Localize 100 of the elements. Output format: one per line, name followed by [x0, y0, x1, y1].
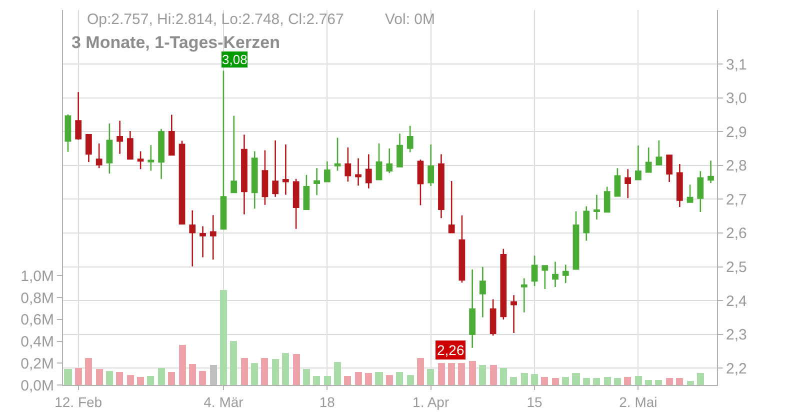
bar: [96, 369, 103, 385]
candlestick: [137, 150, 144, 170]
bar: [303, 369, 310, 385]
candlestick: [365, 154, 372, 190]
bar: [251, 363, 258, 385]
annotation: Vol: 0M: [385, 11, 436, 28]
candlestick: [697, 170, 704, 213]
candlestick: [282, 144, 289, 196]
bar: [624, 377, 631, 385]
candlestick: [490, 298, 496, 336]
bar: [147, 376, 154, 385]
y-tick-label: 2,7: [726, 191, 747, 208]
bar: [417, 358, 424, 385]
candlestick: [624, 168, 632, 199]
y-tick-label: 2,5: [726, 259, 747, 276]
bar: [386, 375, 393, 385]
candlestick: [210, 214, 216, 260]
y-tick-label: 2,6: [726, 225, 747, 242]
bar: [531, 374, 538, 385]
bar: [479, 365, 486, 385]
bar: [324, 376, 331, 385]
bar: [116, 372, 123, 385]
bar: [510, 377, 517, 385]
candlestick: [676, 163, 683, 208]
bar: [282, 353, 289, 385]
candlestick: [355, 158, 362, 186]
y2-tick-label: 0,0M: [20, 377, 54, 394]
annotation: Op:2.757, Hi:2.814, Lo:2.748, Cl:2.767: [87, 11, 344, 28]
bar: [438, 363, 445, 385]
bar: [635, 376, 642, 385]
candlestick: [376, 142, 382, 180]
bar: [355, 372, 362, 385]
candlestick: [417, 159, 424, 206]
annotation: 2,26: [437, 342, 464, 358]
candlestick: [116, 120, 124, 155]
candlestick: [635, 144, 642, 180]
candlestick: [562, 264, 569, 284]
bar: [313, 376, 320, 385]
y-tick-label: 3,1: [726, 56, 747, 74]
candlestick: [614, 167, 621, 197]
candlestick: [75, 91, 82, 140]
y2-tick-label: 0,2M: [20, 355, 54, 372]
y-tick-label: 2,3: [726, 326, 747, 344]
y2-tick-label: 1,0M: [20, 268, 54, 285]
candlestick: [241, 134, 248, 216]
bar: [220, 290, 227, 385]
candlestick: [96, 142, 102, 169]
candlestick: [708, 160, 714, 184]
bar: [521, 373, 528, 385]
bar: [427, 369, 434, 385]
candlestick: [604, 186, 610, 213]
text: 3 Monate, 1-Tages-Kerzen: [72, 32, 280, 52]
y-tick-label: 2,2: [726, 360, 747, 378]
bar: [552, 378, 559, 385]
candlestick: [178, 140, 186, 224]
bar: [490, 365, 497, 385]
candlestick: [334, 137, 341, 172]
candlestick: [148, 144, 154, 172]
bar: [127, 375, 134, 385]
bar: [334, 362, 341, 385]
bar: [676, 378, 683, 385]
candlestick: [126, 130, 134, 160]
bar: [583, 378, 590, 385]
bar: [272, 359, 279, 385]
candlestick: [480, 266, 486, 318]
bar: [293, 354, 300, 385]
y-tick-label: 2,9: [726, 124, 747, 141]
candlestick: [262, 150, 268, 206]
candlestick: [572, 210, 580, 270]
bar: [365, 373, 372, 385]
candlestick: [428, 144, 434, 187]
candlestick: [686, 184, 694, 203]
y-tick-label: 2,8: [726, 158, 747, 175]
x-tick-label: 12. Feb: [54, 394, 102, 410]
candlestick: [542, 265, 548, 290]
bar: [458, 363, 465, 385]
bar: [261, 358, 268, 385]
candlestick: [583, 206, 590, 242]
bar: [448, 363, 455, 385]
bar: [230, 341, 237, 385]
candlestick: [406, 125, 414, 153]
candlestick: [520, 278, 528, 314]
candlestick: [168, 114, 175, 156]
candlestick: [230, 115, 238, 194]
candlestick: [645, 146, 652, 173]
candlestick: [510, 294, 517, 334]
bar: [655, 380, 662, 385]
bar: [241, 358, 248, 385]
candlestick: [386, 148, 393, 174]
candlestick: [396, 133, 403, 168]
candlestick: [158, 128, 164, 180]
candlestick: [292, 178, 300, 230]
candlestick: [314, 167, 320, 196]
candlestick: [531, 254, 538, 287]
bar: [562, 377, 569, 385]
bar: [199, 371, 206, 385]
bar: [137, 377, 144, 385]
annotation: 3,08: [222, 52, 248, 67]
bar: [541, 377, 548, 385]
candlestick: [272, 140, 279, 198]
